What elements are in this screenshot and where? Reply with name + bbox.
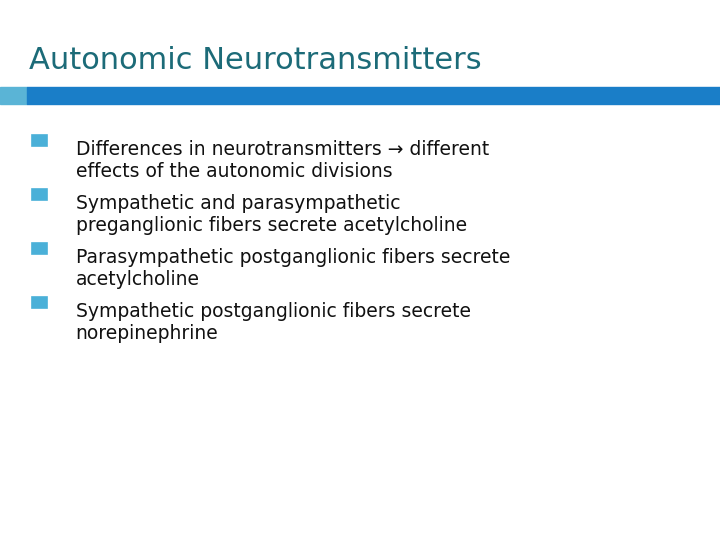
- Bar: [32, 135, 47, 146]
- Text: Differences in neurotransmitters → different: Differences in neurotransmitters → diffe…: [76, 140, 489, 159]
- Bar: [0, 87, 27, 104]
- Text: Sympathetic postganglionic fibers secrete: Sympathetic postganglionic fibers secret…: [76, 302, 471, 321]
- Text: acetylcholine: acetylcholine: [76, 270, 199, 289]
- Text: Parasympathetic postganglionic fibers secrete: Parasympathetic postganglionic fibers se…: [76, 248, 510, 267]
- Text: norepinephrine: norepinephrine: [76, 324, 218, 343]
- Text: Autonomic Neurotransmitters: Autonomic Neurotransmitters: [29, 46, 482, 75]
- Text: preganglionic fibers secrete acetylcholine: preganglionic fibers secrete acetylcholi…: [76, 216, 467, 235]
- Bar: [32, 189, 47, 200]
- Bar: [32, 243, 47, 254]
- Bar: [32, 297, 47, 308]
- Bar: [27, 87, 720, 104]
- Text: Sympathetic and parasympathetic: Sympathetic and parasympathetic: [76, 194, 400, 213]
- Text: effects of the autonomic divisions: effects of the autonomic divisions: [76, 162, 392, 181]
